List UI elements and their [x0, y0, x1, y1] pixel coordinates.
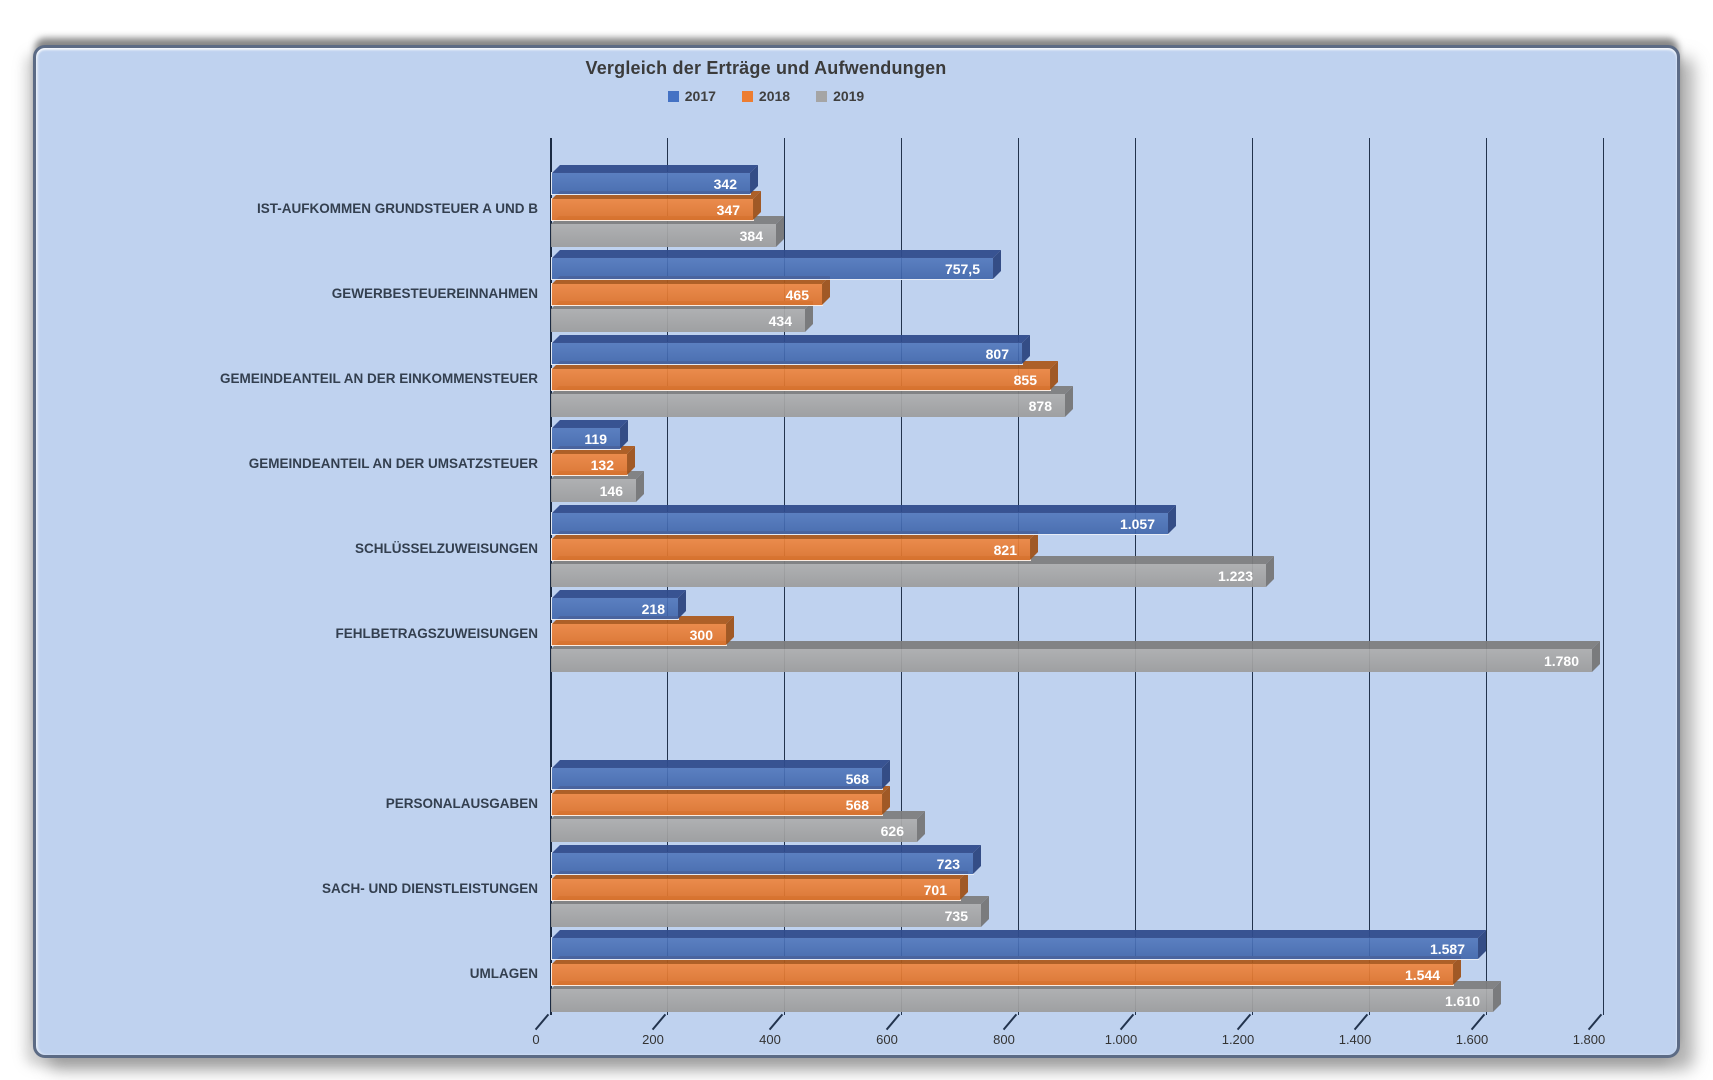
bar-2019: 1.780	[551, 641, 1600, 672]
legend-item-2019: 2019	[816, 88, 864, 104]
bar-top-face	[552, 760, 890, 768]
category-label: IST-AUFKOMMEN GRUNDSTEUER A UND B	[257, 201, 538, 216]
legend-swatch-2018-icon	[741, 90, 753, 102]
bar-top-face	[552, 420, 628, 428]
bar-2018: 132	[551, 446, 635, 476]
x-tick-label: 1.600	[1455, 1032, 1489, 1047]
value-label: 465	[785, 286, 809, 303]
legend-item-2017: 2017	[667, 88, 716, 104]
value-label: 342	[713, 175, 737, 192]
value-label: 300	[689, 626, 713, 643]
category-label: UMLAGEN	[469, 966, 538, 981]
value-label: 735	[944, 907, 968, 924]
value-label: 434	[768, 312, 792, 329]
category-label: SCHLÜSSELZUWEISUNGEN	[354, 541, 538, 556]
value-label: 757,5	[944, 260, 980, 277]
bar-top-face	[552, 165, 758, 173]
bar-2017: 1.587	[551, 930, 1486, 960]
value-label: 347	[716, 201, 740, 218]
category-label: GEWERBESTEUEREINNAHMEN	[331, 286, 538, 301]
bar-2019: 878	[551, 386, 1073, 417]
value-label: 878	[1028, 397, 1052, 414]
bar-2017: 218	[551, 590, 686, 620]
value-label: 119	[584, 430, 607, 447]
bar-2018: 300	[551, 616, 734, 646]
bar-2017: 723	[551, 845, 981, 875]
bar-top-face	[552, 845, 981, 853]
bar-2017: 1.057	[551, 505, 1176, 535]
x-tick-label: 1.800	[1572, 1032, 1606, 1047]
legend-label-2017: 2017	[684, 88, 716, 104]
legend-swatch-2019-icon	[816, 90, 828, 102]
x-tick-label: 600	[876, 1032, 898, 1047]
value-label: 855	[1013, 371, 1037, 388]
value-label: 1.610	[1444, 992, 1480, 1009]
bar-2019: 626	[551, 811, 925, 842]
bar-2017: 807	[551, 335, 1030, 365]
bar-2017: 119	[551, 420, 628, 450]
legend-label-2018: 2018	[758, 88, 791, 104]
legend: 2017 2018 2019	[33, 88, 1499, 104]
bar-2018: 821	[551, 531, 1038, 561]
bar-2019: 434	[551, 301, 813, 332]
value-label: 568	[845, 770, 869, 787]
bar-2018: 465	[551, 276, 830, 306]
bar-2017: 757,5	[551, 250, 1001, 280]
bar-2018: 1.544	[551, 956, 1461, 986]
x-tick-label: 1.000	[1104, 1032, 1138, 1047]
bar-top-face	[552, 505, 1176, 513]
bar-2019: 735	[551, 896, 989, 927]
legend-swatch-2017-icon	[667, 90, 679, 102]
bar-2019: 1.223	[551, 556, 1274, 587]
chart-title: Vergleich der Erträge und Aufwendungen	[585, 58, 947, 78]
category-label: SACH- UND DIENSTLEISTUNGEN	[321, 881, 538, 896]
value-label: 1.057	[1119, 515, 1155, 532]
bar-2018: 568	[551, 786, 890, 816]
x-tick-label: 200	[642, 1032, 664, 1047]
x-tick-label: 0	[532, 1032, 540, 1047]
value-label: 1.587	[1429, 940, 1465, 957]
x-tick-label: 800	[993, 1032, 1015, 1047]
value-label: 384	[739, 227, 763, 244]
value-label: 723	[936, 855, 960, 872]
category-label: GEMEINDEANTEIL AN DER EINKOMMENSTEUER	[219, 371, 538, 386]
value-label: 1.780	[1543, 652, 1579, 669]
bar-2019: 1.610	[551, 981, 1501, 1012]
value-label: 1.544	[1404, 966, 1440, 983]
gridline	[1603, 138, 1604, 1015]
bar-2017: 568	[551, 760, 890, 790]
bar-2018: 701	[551, 871, 968, 901]
bar-2019: 146	[551, 471, 644, 502]
value-label: 701	[923, 881, 947, 898]
legend-item-2018: 2018	[741, 88, 791, 104]
category-label: GEMEINDEANTEIL AN DER UMSATZSTEUER	[248, 456, 538, 471]
value-label: 626	[880, 822, 904, 839]
bar-top-face	[552, 335, 1030, 343]
value-label: 1.223	[1217, 567, 1253, 584]
category-label: PERSONALAUSGABEN	[385, 796, 538, 811]
category-label: FEHLBETRAGSZUWEISUNGEN	[335, 626, 539, 641]
legend-label-2019: 2019	[833, 88, 865, 104]
bar-2019: 384	[551, 216, 784, 247]
value-label: 132	[590, 456, 614, 473]
gridline	[1486, 138, 1487, 1015]
bar-2018: 855	[551, 361, 1058, 391]
value-label: 218	[641, 600, 665, 617]
x-tick-label: 1.400	[1338, 1032, 1372, 1047]
x-tick-label: 1.200	[1221, 1032, 1255, 1047]
value-label: 146	[599, 482, 623, 499]
bar-2017: 342	[551, 165, 758, 195]
bar-top-face	[552, 590, 686, 598]
x-tick-label: 400	[759, 1032, 781, 1047]
value-label: 807	[985, 345, 1009, 362]
bar-top-face	[552, 930, 1486, 938]
bar-top-face	[552, 250, 1001, 258]
value-label: 821	[993, 541, 1017, 558]
value-label: 568	[845, 796, 869, 813]
bar-2018: 347	[551, 191, 761, 221]
gridline	[1369, 138, 1370, 1015]
